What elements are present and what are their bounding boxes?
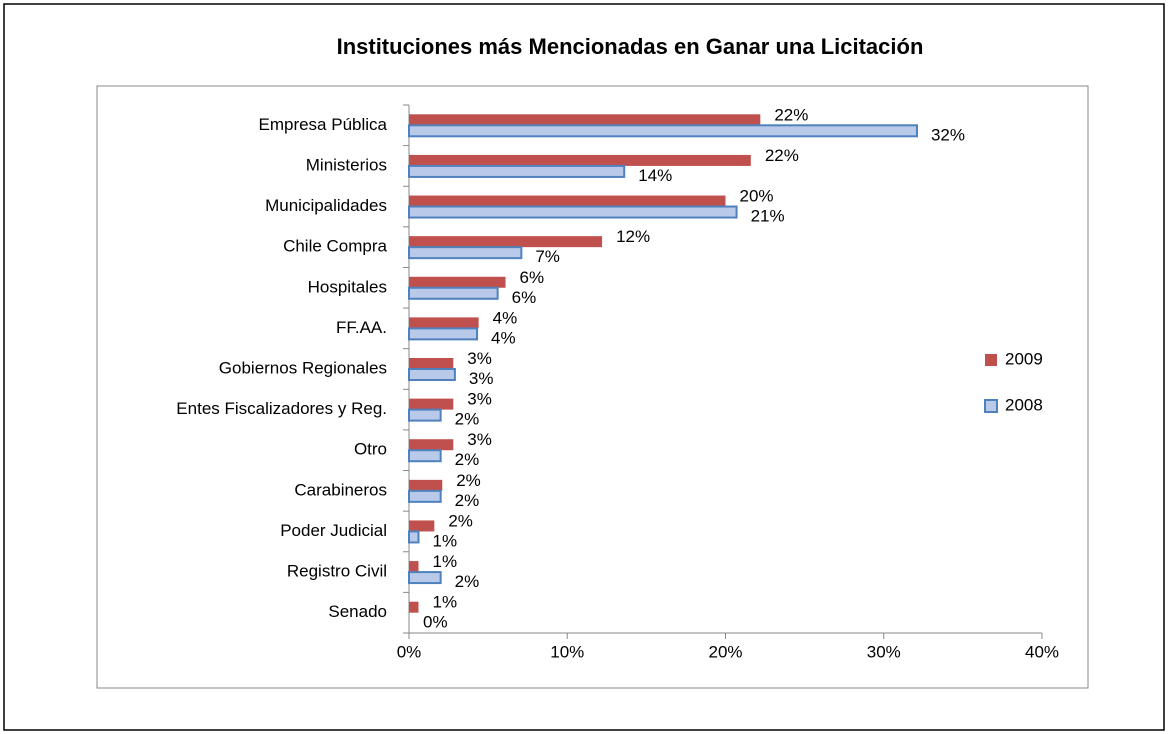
y-tick-label: Carabineros xyxy=(294,480,387,499)
value-label: 14% xyxy=(638,166,672,185)
x-tick-label: 30% xyxy=(867,642,901,661)
bar xyxy=(409,236,603,248)
x-tick-label: 10% xyxy=(550,642,584,661)
y-tick-label: Registro Civil xyxy=(287,562,387,581)
bar xyxy=(408,205,738,219)
y-tick-label: Entes Fiscalizadores y Reg. xyxy=(176,399,387,418)
bar xyxy=(408,246,523,260)
value-label: 1% xyxy=(432,593,457,612)
value-label: 2% xyxy=(455,572,480,591)
value-label: 7% xyxy=(535,247,560,266)
y-tick-label: Municipalidades xyxy=(265,196,387,215)
bar xyxy=(409,114,761,126)
bar xyxy=(408,489,442,503)
value-label: 3% xyxy=(467,430,492,449)
bar xyxy=(409,154,751,166)
bar xyxy=(408,368,456,381)
y-tick-label: FF.AA. xyxy=(336,318,387,337)
value-label: 2% xyxy=(448,511,473,530)
bar xyxy=(409,276,506,288)
value-label: 2% xyxy=(456,471,481,490)
value-label: 21% xyxy=(751,207,785,226)
bar xyxy=(408,124,918,138)
y-tick-label: Empresa Pública xyxy=(258,115,387,134)
bar xyxy=(409,520,435,532)
value-label: 3% xyxy=(469,369,494,388)
bar xyxy=(409,317,479,329)
bar xyxy=(408,286,499,300)
y-tick-label: Senado xyxy=(328,602,387,621)
bar xyxy=(409,439,454,451)
value-label: 22% xyxy=(765,146,799,165)
bar xyxy=(409,398,454,410)
value-label: 32% xyxy=(931,125,965,144)
bar xyxy=(408,408,442,422)
value-label: 22% xyxy=(774,105,808,124)
x-tick-label: 40% xyxy=(1025,642,1059,661)
value-label: 3% xyxy=(467,349,492,368)
value-label: 4% xyxy=(493,308,518,327)
bar xyxy=(408,530,420,544)
y-tick-label: Ministerios xyxy=(306,155,387,174)
value-label: 6% xyxy=(512,288,537,307)
chart-title: Instituciones más Mencionadas en Ganar u… xyxy=(337,34,924,59)
value-label: 0% xyxy=(423,613,448,632)
bar xyxy=(408,327,479,341)
value-label: 1% xyxy=(432,552,457,571)
legend-label: 2009 xyxy=(1005,349,1043,368)
bar xyxy=(409,601,419,613)
y-tick-label: Hospitales xyxy=(308,277,387,296)
bar xyxy=(409,479,443,491)
value-label: 2% xyxy=(455,450,480,469)
chart-border xyxy=(3,3,1165,731)
value-label: 20% xyxy=(740,187,774,206)
bar xyxy=(408,571,442,585)
y-tick-label: Poder Judicial xyxy=(280,521,387,540)
y-tick-label: Otro xyxy=(354,440,387,459)
legend-label: 2008 xyxy=(1005,395,1043,414)
value-label: 2% xyxy=(455,410,480,429)
x-tick-label: 20% xyxy=(708,642,742,661)
value-label: 12% xyxy=(616,227,650,246)
value-label: 4% xyxy=(491,328,516,347)
bar xyxy=(409,358,454,369)
legend-swatch xyxy=(984,399,998,413)
bar xyxy=(409,561,419,573)
bar xyxy=(409,195,726,207)
y-tick-label: Gobiernos Regionales xyxy=(219,358,387,377)
value-label: 6% xyxy=(520,268,545,287)
plot-border xyxy=(96,85,1089,689)
value-label: 1% xyxy=(432,531,457,550)
bar xyxy=(408,164,626,178)
bar xyxy=(408,449,442,463)
legend-swatch xyxy=(985,354,997,366)
value-label: 3% xyxy=(467,390,492,409)
y-tick-label: Chile Compra xyxy=(283,237,387,256)
value-label: 2% xyxy=(455,491,480,510)
x-tick-label: 0% xyxy=(397,642,422,661)
